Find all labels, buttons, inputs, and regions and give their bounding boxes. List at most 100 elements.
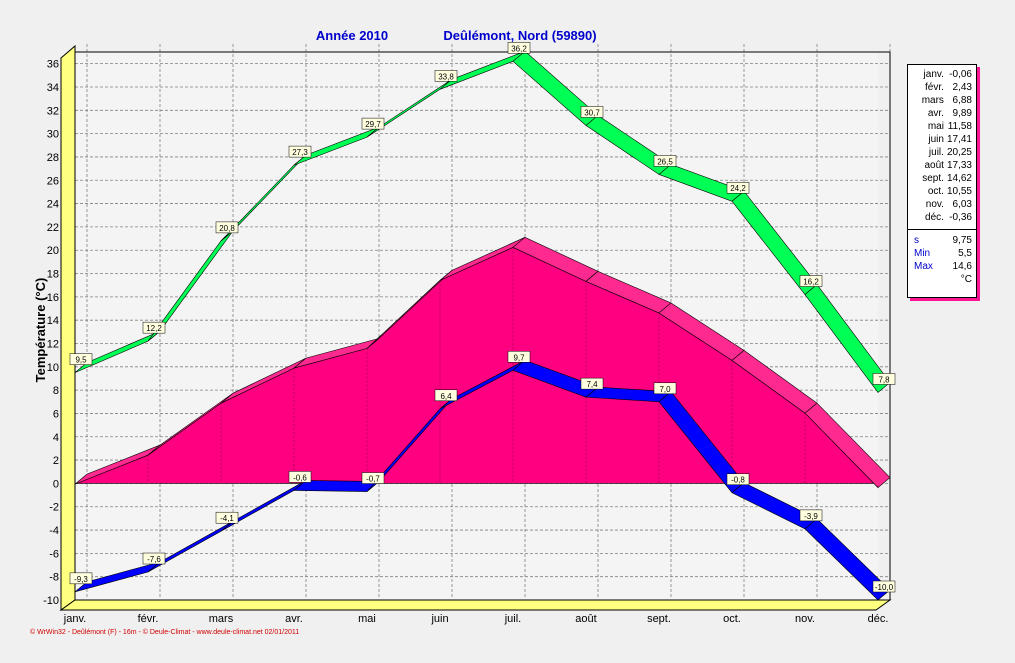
legend-month: sept.: [922, 173, 944, 184]
legend-month: mars: [921, 95, 944, 106]
legend-stat: Max 14,6: [908, 260, 976, 273]
legend-stats: s 9,75 Min 5,5 Max 14,6: [908, 234, 976, 273]
x-tick-label: déc.: [868, 613, 889, 625]
x-tick-label: mars: [209, 613, 234, 625]
legend-value: 6,88: [952, 95, 972, 106]
legend-row: sept. 14,62: [908, 172, 976, 185]
legend-stat-key: Max: [914, 261, 933, 272]
data-label-box: [361, 472, 385, 484]
data-label-box: [361, 117, 385, 130]
legend-value: 20,25: [946, 147, 972, 158]
legend-month: avr.: [927, 108, 944, 119]
mean-top-segment: [804, 402, 891, 489]
data-label-box: [142, 552, 166, 565]
max-data-label: 12,2: [146, 324, 162, 333]
legend-month: août: [924, 160, 944, 171]
data-label-box: [434, 70, 458, 82]
data-labels: 9,5 12,2 20,8 27,3 29,7 33,8 36,2 30,7 26,5 24,2 1…: [69, 42, 896, 593]
max-data-label: 20,8: [219, 224, 235, 233]
y-tick-label: 30: [47, 129, 59, 141]
y-tick-label: -10: [43, 595, 59, 607]
legend-row: févr. 2,43: [908, 81, 976, 94]
x-tick-label: sept.: [647, 613, 671, 625]
y-tick-label: 8: [53, 385, 59, 397]
y-tick-label: 12: [47, 338, 59, 350]
legend-value: 10,55: [946, 186, 972, 197]
y-tick-label: 28: [47, 152, 59, 164]
y-axis-label: Température (°C): [33, 278, 48, 383]
max-data-label: 27,3: [292, 148, 308, 157]
min-series: [74, 359, 891, 601]
y-tick-label: 22: [47, 222, 59, 234]
max-data-label: 36,2: [511, 44, 527, 53]
min-data-label: -7,6: [147, 555, 161, 564]
data-label-box: [872, 373, 896, 385]
min-data-label: -4,1: [220, 514, 234, 523]
min-data-label: -3,9: [804, 512, 818, 521]
data-label-box: [507, 351, 531, 363]
legend-value: -0,06: [949, 69, 972, 80]
legend-unit-row: °C: [908, 273, 976, 286]
data-label-box: [580, 106, 604, 118]
data-label-box: [653, 155, 677, 167]
axis-band: [59, 44, 892, 611]
legend-unit: °C: [960, 274, 972, 285]
legend-value: 17,41: [946, 134, 972, 145]
legend-stat-key: Min: [914, 248, 931, 259]
data-label-box: [69, 353, 93, 365]
legend-row: avr. 9,89: [908, 107, 976, 120]
max-data-label: 29,7: [365, 120, 381, 129]
max-data-label: 26,5: [657, 157, 673, 166]
axis-ticks: -10-8-6-4-202468101214161820222426283032…: [43, 59, 888, 625]
x-tick-label: janv.: [63, 613, 86, 625]
legend-stat-value: 14,6: [952, 261, 972, 272]
legend-divider: [908, 229, 976, 230]
y-tick-label: -8: [49, 572, 59, 584]
data-label-box: [215, 221, 239, 234]
max-data-label: 24,2: [730, 184, 746, 193]
min-data-label: 7,4: [586, 380, 598, 389]
y-tick-label: -2: [49, 502, 59, 514]
legend-month: nov.: [925, 199, 944, 210]
legend-month: févr.: [925, 82, 944, 93]
y-tick-label: 16: [47, 292, 59, 304]
footer-credit: © WrWin32 - Deûlémont (F) - 16m - © Deul…: [30, 628, 299, 636]
legend-row: juil. 20,25: [908, 146, 976, 159]
legend-stat-value: 5,5: [958, 248, 972, 259]
data-label-box: [726, 181, 750, 194]
max-data-label: 30,7: [584, 108, 600, 117]
min-data-label: -0,8: [731, 476, 745, 485]
legend-rows: janv. -0,06 févr. 2,43 mars 6,88 avr. 9,89 mai 11…: [908, 65, 976, 224]
legend-value: -0,36: [949, 212, 972, 223]
legend-month: oct.: [927, 186, 944, 197]
legend-row: mars 6,88: [908, 94, 976, 107]
legend-row: déc. -0,36: [908, 211, 976, 224]
y-tick-label: 26: [47, 175, 59, 187]
min-data-label: -10,0: [875, 583, 894, 592]
legend-value: 11,58: [947, 121, 972, 132]
y-tick-label: 18: [47, 269, 59, 281]
y-tick-label: 4: [53, 432, 59, 444]
legend-stat: s 9,75: [908, 234, 976, 247]
min-data-label: 9,7: [513, 353, 525, 362]
data-label-box: [872, 580, 896, 593]
legend-stat: Min 5,5: [908, 247, 976, 260]
monthly-mean-legend: janv. -0,06 févr. 2,43 mars 6,88 avr. 9,89 mai 11…: [907, 64, 977, 298]
legend-row: oct. 10,55: [908, 185, 976, 198]
data-label-box: [799, 509, 823, 522]
legend-row: août 17,33: [908, 159, 976, 172]
legend-value: 14,62: [946, 173, 972, 184]
legend-value: 17,33: [946, 160, 972, 171]
legend-stat-value: 9,75: [952, 235, 972, 246]
y-tick-label: 24: [47, 199, 59, 211]
grid: [74, 44, 891, 601]
y-tick-label: 0: [53, 478, 59, 490]
max-data-label: 9,5: [75, 356, 87, 365]
legend-value: 2,43: [952, 82, 972, 93]
data-label-box: [507, 42, 531, 54]
legend-row: juin 17,41: [908, 133, 976, 146]
y-tick-label: 20: [47, 245, 59, 257]
x-tick-label: nov.: [795, 613, 815, 625]
min-data-label: 7,0: [659, 385, 671, 394]
